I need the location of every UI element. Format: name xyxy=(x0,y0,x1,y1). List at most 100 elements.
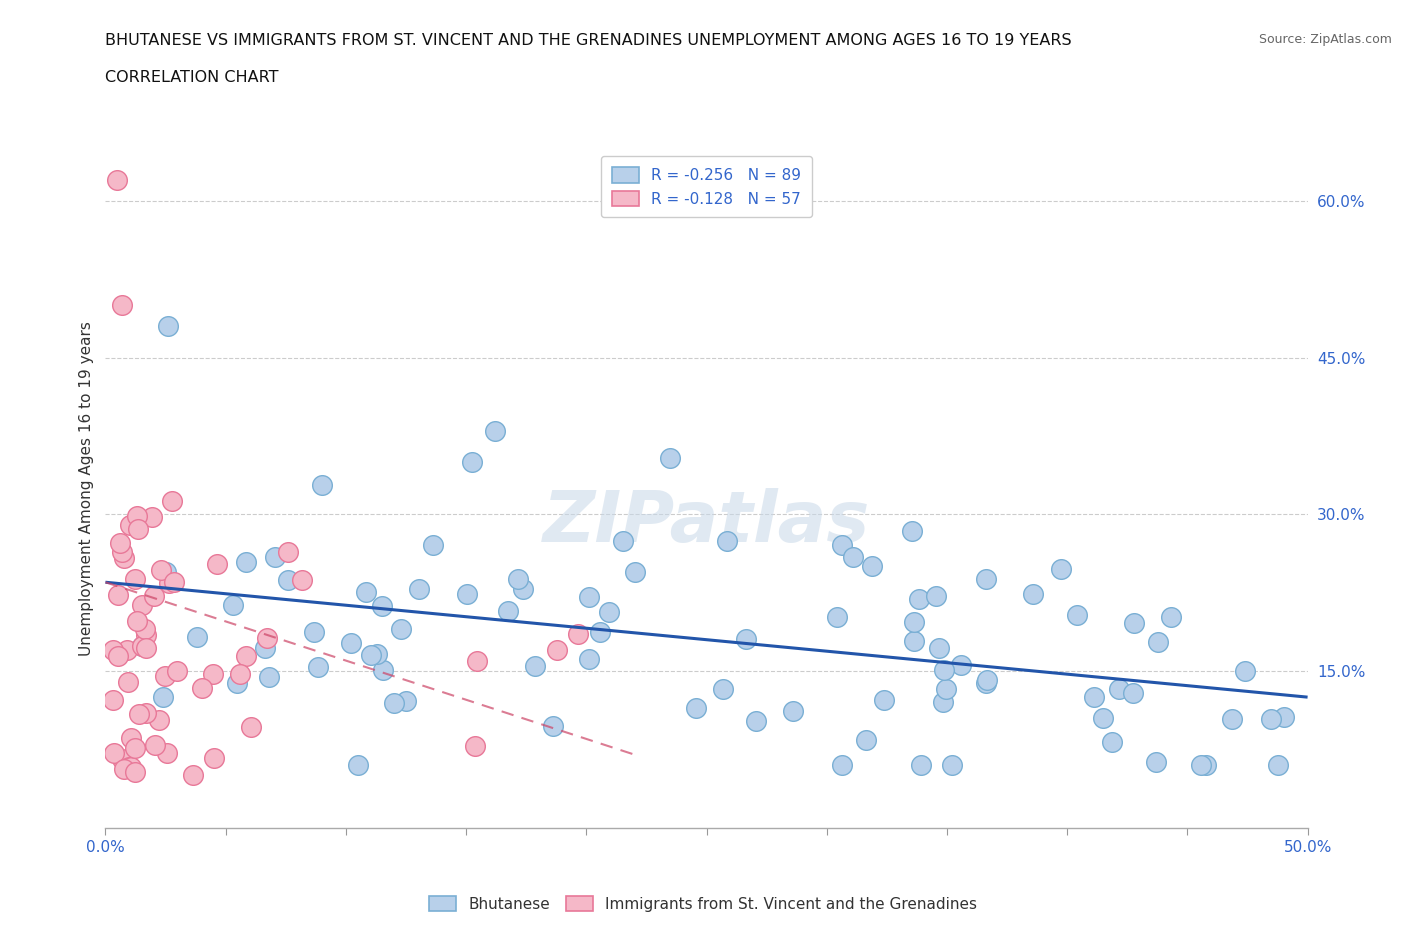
Point xyxy=(157,319,180,334)
Point xyxy=(207,556,229,571)
Text: CORRELATION CHART: CORRELATION CHART xyxy=(105,70,278,85)
Point xyxy=(152,689,174,704)
Point xyxy=(928,641,950,656)
Point xyxy=(1108,682,1130,697)
Point xyxy=(120,731,142,746)
Point xyxy=(110,545,132,560)
Point xyxy=(910,758,932,773)
Point xyxy=(567,626,589,641)
Point xyxy=(264,550,287,565)
Point xyxy=(107,173,129,188)
Point xyxy=(107,588,129,603)
Point xyxy=(128,706,150,721)
Point xyxy=(1101,735,1123,750)
Point xyxy=(932,695,955,710)
Point xyxy=(512,582,534,597)
Point xyxy=(114,551,136,565)
Point xyxy=(382,696,405,711)
Point xyxy=(118,760,141,775)
Point xyxy=(127,614,149,629)
Point xyxy=(354,585,377,600)
Point xyxy=(235,554,257,569)
Point xyxy=(1122,685,1144,700)
Point xyxy=(340,635,363,650)
Point xyxy=(925,589,948,604)
Text: Source: ZipAtlas.com: Source: ZipAtlas.com xyxy=(1258,33,1392,46)
Point xyxy=(115,643,138,658)
Point xyxy=(578,590,600,604)
Point xyxy=(163,575,186,590)
Point xyxy=(1220,711,1243,726)
Point xyxy=(291,573,314,588)
Point xyxy=(935,682,957,697)
Point xyxy=(1050,562,1073,577)
Point xyxy=(541,718,564,733)
Point xyxy=(860,558,883,573)
Point xyxy=(202,667,225,682)
Point xyxy=(111,752,134,767)
Point xyxy=(831,538,853,552)
Point xyxy=(484,423,506,438)
Point xyxy=(302,625,325,640)
Point xyxy=(108,536,131,551)
Legend: R = -0.256   N = 89, R = -0.128   N = 57: R = -0.256 N = 89, R = -0.128 N = 57 xyxy=(600,156,813,218)
Point xyxy=(506,571,529,586)
Point xyxy=(1122,616,1144,631)
Point xyxy=(903,633,925,648)
Legend: Bhutanese, Immigrants from St. Vincent and the Grenadines: Bhutanese, Immigrants from St. Vincent a… xyxy=(423,889,983,918)
Point xyxy=(685,700,707,715)
Point xyxy=(422,538,444,552)
Point xyxy=(831,758,853,773)
Point xyxy=(842,549,865,564)
Point xyxy=(142,589,165,604)
Point xyxy=(825,610,848,625)
Point xyxy=(166,663,188,678)
Text: ZIPatlas: ZIPatlas xyxy=(543,487,870,557)
Point xyxy=(141,509,163,524)
Point xyxy=(117,675,139,690)
Point xyxy=(1267,758,1289,773)
Point xyxy=(202,751,225,765)
Point xyxy=(186,629,208,644)
Point xyxy=(277,544,299,559)
Point xyxy=(734,631,756,646)
Point xyxy=(153,669,176,684)
Point xyxy=(598,604,620,619)
Point xyxy=(107,648,129,663)
Point xyxy=(588,625,610,640)
Point xyxy=(716,534,738,549)
Point xyxy=(103,643,125,658)
Point xyxy=(934,662,956,677)
Point xyxy=(873,693,896,708)
Point xyxy=(855,732,877,747)
Point xyxy=(277,572,299,587)
Point xyxy=(711,682,734,697)
Point xyxy=(222,598,245,613)
Point xyxy=(311,477,333,492)
Point xyxy=(148,713,170,728)
Point xyxy=(371,662,394,677)
Point xyxy=(976,673,998,688)
Point xyxy=(1160,609,1182,624)
Point xyxy=(456,586,478,601)
Point xyxy=(135,627,157,642)
Point xyxy=(1144,754,1167,769)
Point xyxy=(612,534,634,549)
Point xyxy=(1260,711,1282,726)
Point xyxy=(155,565,177,579)
Point xyxy=(465,654,488,669)
Point xyxy=(1194,758,1216,773)
Point xyxy=(150,563,173,578)
Point xyxy=(901,524,924,538)
Point xyxy=(578,652,600,667)
Point xyxy=(1147,635,1170,650)
Point xyxy=(1233,663,1256,678)
Point xyxy=(1272,710,1295,724)
Point xyxy=(135,641,157,656)
Y-axis label: Unemployment Among Ages 16 to 19 years: Unemployment Among Ages 16 to 19 years xyxy=(79,321,94,656)
Point xyxy=(907,591,929,606)
Point xyxy=(157,575,180,590)
Point xyxy=(524,658,547,673)
Point xyxy=(976,675,998,690)
Point xyxy=(131,639,153,654)
